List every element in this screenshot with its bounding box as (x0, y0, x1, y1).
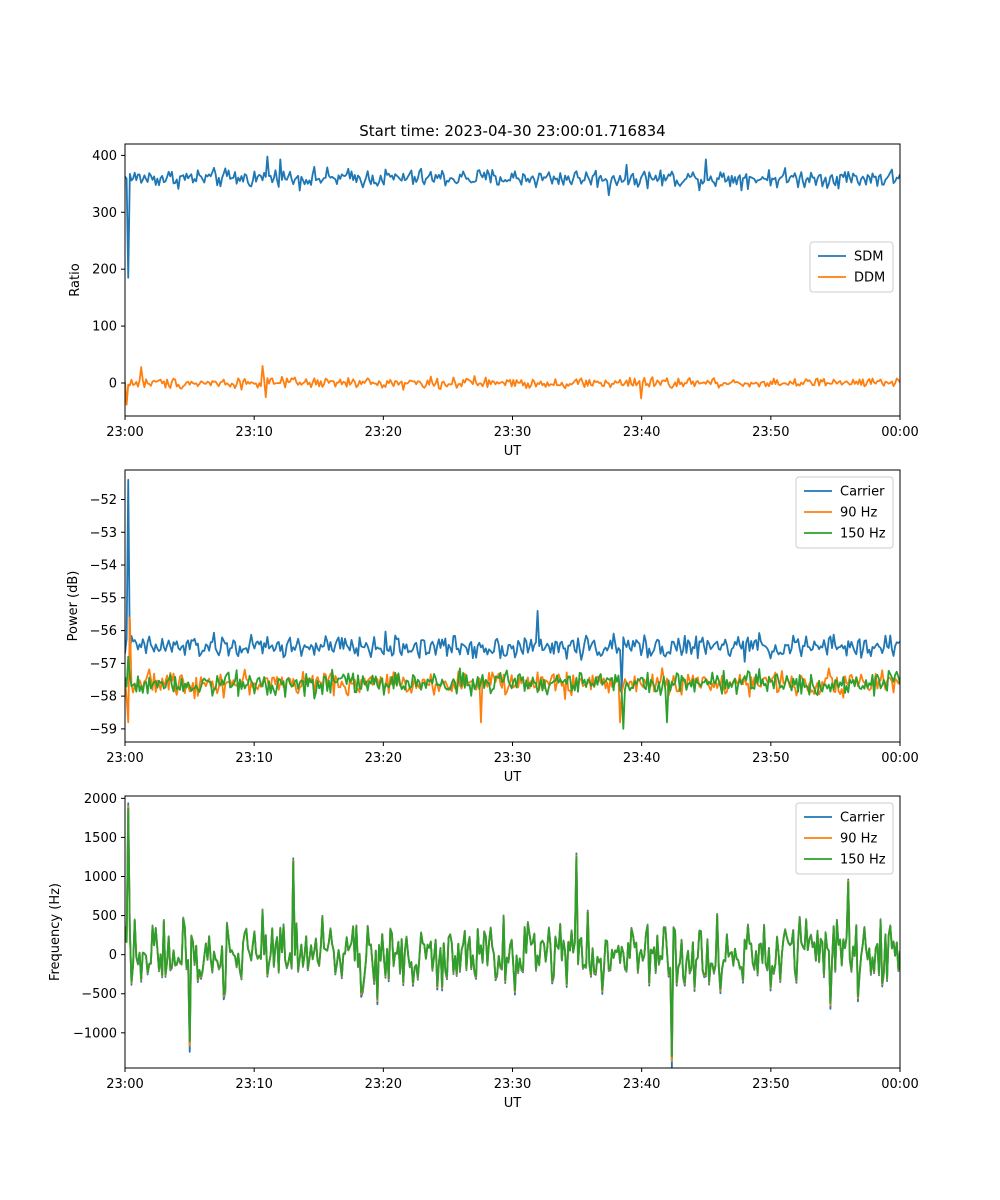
plot-area (125, 155, 900, 406)
y-axis-label: Frequency (Hz) (48, 883, 63, 981)
plot-area (125, 478, 900, 730)
y-tick-label: 2000 (84, 792, 117, 807)
plot-area (125, 802, 900, 1068)
legend-label: Carrier (840, 811, 885, 826)
y-tick-label: −52 (90, 493, 117, 508)
x-tick-label: 23:20 (365, 751, 402, 766)
legend-label: Carrier (840, 485, 885, 500)
x-tick-label: 23:00 (106, 1077, 143, 1092)
series-line-ddm (125, 365, 900, 406)
figure-title: Start time: 2023-04-30 23:00:01.716834 (359, 122, 665, 140)
x-tick-label: 23:30 (494, 751, 531, 766)
y-tick-label: 1000 (84, 870, 117, 885)
y-axis-label: Ratio (68, 263, 83, 296)
x-tick-label: 23:20 (365, 425, 402, 440)
series-line-sdm (125, 155, 900, 279)
y-axis-label: Power (dB) (66, 571, 81, 642)
power-panel: 23:00 23:10 23:20 23:30 23:40 23:50 00:00 −52 −5… (66, 469, 919, 785)
y-tick-label: 1500 (84, 831, 117, 846)
legend-label: SDM (854, 250, 883, 265)
y-tick-label: −57 (90, 657, 117, 672)
legend: Carrier 90 Hz 150 Hz (795, 476, 894, 549)
frequency-panel: 23:00 23:10 23:20 23:30 23:40 23:50 00:00 −1000… (48, 792, 919, 1111)
axes-frame (124, 143, 901, 417)
x-tick-label: 23:00 (106, 425, 143, 440)
y-tick-label: 0 (109, 376, 117, 391)
y-tick-label: 300 (92, 206, 117, 221)
x-tick-label: 00:00 (881, 425, 918, 440)
legend-box (809, 241, 894, 293)
y-tick-label: 500 (92, 909, 117, 924)
ratio-panel: 23:00 23:10 23:20 23:30 23:40 23:50 00:00 0 100 2… (68, 143, 919, 459)
x-tick-label: 00:00 (881, 1077, 918, 1092)
y-tick-label: −54 (90, 559, 117, 574)
legend: Carrier 90 Hz 150 Hz (795, 802, 894, 875)
y-tick-label: −59 (90, 722, 117, 737)
legend: SDM DDM (809, 241, 894, 293)
y-tick-label: −56 (90, 624, 117, 639)
legend-label: 90 Hz (840, 832, 877, 847)
axes-frame (124, 469, 901, 743)
x-tick-label: 23:50 (752, 751, 789, 766)
y-tick-label: 400 (92, 149, 117, 164)
y-tick-label: 200 (92, 263, 117, 278)
x-tick-label: 23:10 (235, 1077, 272, 1092)
y-tick-label: −53 (90, 526, 117, 541)
y-tick-label: 100 (92, 320, 117, 335)
legend-label: 150 Hz (840, 853, 886, 868)
x-tick-label: 23:40 (623, 751, 660, 766)
legend-label: 150 Hz (840, 527, 886, 542)
y-tick-label: −55 (90, 591, 117, 606)
x-tick-label: 23:30 (494, 425, 531, 440)
legend-label: DDM (854, 271, 885, 286)
legend-box (795, 476, 894, 549)
y-tick-label: 0 (109, 948, 117, 963)
x-tick-label: 23:00 (106, 751, 143, 766)
series-line-carrier (125, 478, 900, 691)
x-axis-label: UT (504, 1096, 522, 1111)
series-line-150-hz (125, 807, 900, 1058)
legend-box (795, 802, 894, 875)
x-tick-label: 23:20 (365, 1077, 402, 1092)
y-tick-label: −1000 (73, 1026, 117, 1041)
x-tick-label: 00:00 (881, 751, 918, 766)
legend-label: 90 Hz (840, 506, 877, 521)
x-axis-label: UT (504, 770, 522, 785)
x-axis-label: UT (504, 444, 522, 459)
x-tick-label: 23:40 (623, 1077, 660, 1092)
y-tick-label: −500 (81, 987, 117, 1002)
x-tick-label: 23:10 (235, 425, 272, 440)
y-tick-label: −58 (90, 690, 117, 705)
series-line-150-hz (125, 655, 900, 730)
x-tick-label: 23:40 (623, 425, 660, 440)
series-line-90-hz (125, 616, 900, 724)
x-tick-label: 23:50 (752, 425, 789, 440)
x-tick-label: 23:30 (494, 1077, 531, 1092)
x-tick-label: 23:50 (752, 1077, 789, 1092)
x-tick-label: 23:10 (235, 751, 272, 766)
